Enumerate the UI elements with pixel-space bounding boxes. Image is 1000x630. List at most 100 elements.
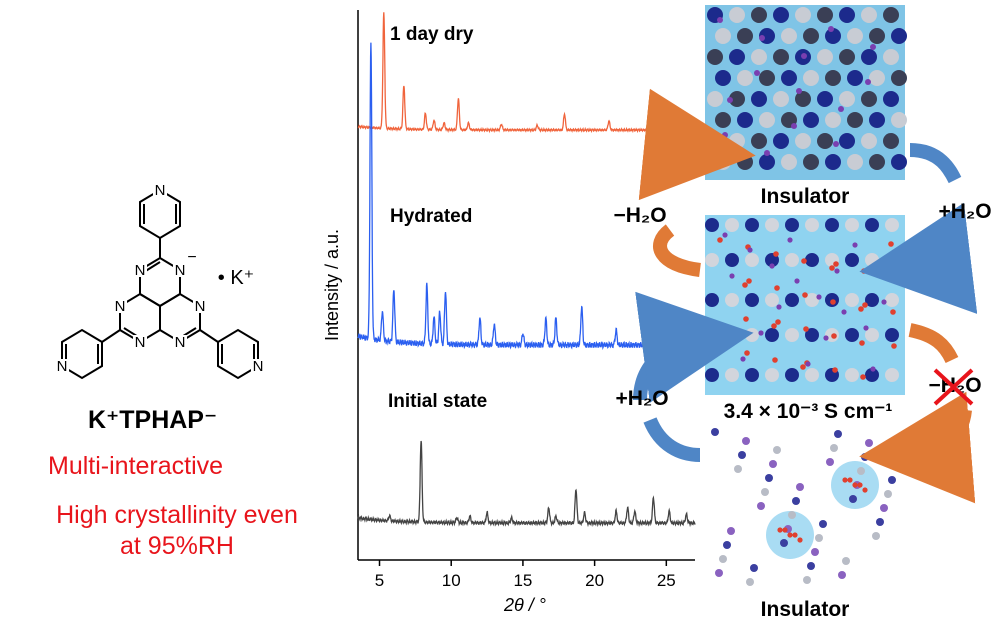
atom-sphere <box>705 368 719 382</box>
potassium-ion <box>796 88 802 94</box>
atom-sphere <box>807 562 815 570</box>
atom-sphere <box>773 49 789 65</box>
atom-sphere <box>707 133 723 149</box>
atom-sphere <box>737 154 753 170</box>
potassium-ion <box>828 26 834 32</box>
atom-sphere <box>725 253 739 267</box>
crystal-image-initial <box>705 425 905 595</box>
counter-ion-label: • K⁺ <box>218 267 254 289</box>
atom-sphere <box>869 28 885 44</box>
atom-sphere <box>785 218 799 232</box>
atom-sphere <box>845 328 859 342</box>
atom-sphere <box>803 112 819 128</box>
atom-sphere <box>705 218 719 232</box>
water-oxygen <box>831 333 837 339</box>
atom-n: N <box>253 358 264 375</box>
hydration-scheme: Insulator Insulator −H₂O +H₂O +H₂O 3.4 ×… <box>613 5 992 621</box>
atom-sphere <box>759 70 775 86</box>
atom-sphere <box>883 91 899 107</box>
x-axis-label: 2θ / ° <box>503 595 546 615</box>
atom-sphere <box>842 557 850 565</box>
atom-sphere <box>745 293 759 307</box>
potassium-ion <box>794 278 800 284</box>
water-oxygen <box>852 482 858 488</box>
atom-sphere <box>838 571 846 579</box>
atom-sphere <box>765 328 779 342</box>
atom-sphere <box>876 518 884 526</box>
potassium-ion <box>823 335 829 341</box>
atom-sphere <box>891 112 907 128</box>
atom-sphere <box>751 49 767 65</box>
water-oxygen <box>847 477 853 483</box>
atom-sphere <box>761 488 769 496</box>
arrow-hydrate-right <box>859 202 978 314</box>
atom-sphere <box>719 555 727 563</box>
atom-sphere <box>883 133 899 149</box>
atom-sphere <box>707 49 723 65</box>
atom-n: N <box>135 334 146 351</box>
atom-n: N <box>115 298 126 315</box>
potassium-ion <box>722 132 728 138</box>
atom-sphere <box>780 539 788 547</box>
water-oxygen <box>832 367 838 373</box>
feature-crystallinity-line2: at 95%RH <box>120 532 234 560</box>
atom-sphere <box>865 253 879 267</box>
water-oxygen <box>803 326 809 332</box>
water-oxygen <box>743 316 749 322</box>
atom-sphere <box>737 28 753 44</box>
atom-sphere <box>729 49 745 65</box>
atom-sphere <box>765 218 779 232</box>
atom-sphere <box>872 532 880 540</box>
potassium-ion <box>787 237 793 243</box>
atom-sphere <box>865 328 879 342</box>
water-oxygen <box>717 237 723 243</box>
atom-sphere <box>839 7 855 23</box>
potassium-ion <box>801 53 807 59</box>
water-oxygen <box>888 241 894 247</box>
water-oxygen <box>842 477 848 483</box>
arrow-dehydrate-up <box>638 88 756 201</box>
atom-sphere <box>857 467 865 475</box>
atom-sphere <box>729 7 745 23</box>
water-oxygen <box>830 299 836 305</box>
atom-sphere <box>845 368 859 382</box>
atom-sphere <box>891 154 907 170</box>
potassium-ion <box>805 361 811 367</box>
atom-sphere <box>883 49 899 65</box>
atom-sphere <box>830 444 838 452</box>
atom-sphere <box>715 28 731 44</box>
atom-sphere <box>795 7 811 23</box>
potassium-ion <box>759 35 765 41</box>
potassium-ion <box>816 294 822 300</box>
atom-sphere <box>745 253 759 267</box>
water-oxygen <box>861 268 867 274</box>
potassium-ion <box>717 17 723 23</box>
atom-sphere <box>817 49 833 65</box>
atom-sphere <box>865 218 879 232</box>
potassium-ion <box>833 141 839 147</box>
atom-sphere <box>811 548 819 556</box>
atom-sphere <box>869 154 885 170</box>
water-oxygen <box>802 292 808 298</box>
atom-sphere <box>884 490 892 498</box>
atom-sphere <box>834 430 842 438</box>
atom-sphere <box>737 70 753 86</box>
compound-name: K⁺TPHAP⁻ <box>88 406 218 434</box>
blocked-cross-icon <box>933 368 974 406</box>
hydrate-label-left: +H₂O <box>615 387 668 410</box>
water-oxygen <box>742 282 748 288</box>
atom-sphere <box>725 328 739 342</box>
atom-sphere <box>885 253 899 267</box>
water-oxygen <box>890 309 896 315</box>
atom-sphere <box>885 328 899 342</box>
atom-sphere <box>825 28 841 44</box>
atom-sphere <box>795 91 811 107</box>
potassium-ion <box>740 356 746 362</box>
atom-sphere <box>785 368 799 382</box>
atom-sphere <box>750 564 758 572</box>
atom-sphere <box>888 476 896 484</box>
atom-sphere <box>773 446 781 454</box>
x-tick-label: 25 <box>657 571 676 590</box>
atom-sphere <box>847 70 863 86</box>
atom-sphere <box>847 154 863 170</box>
